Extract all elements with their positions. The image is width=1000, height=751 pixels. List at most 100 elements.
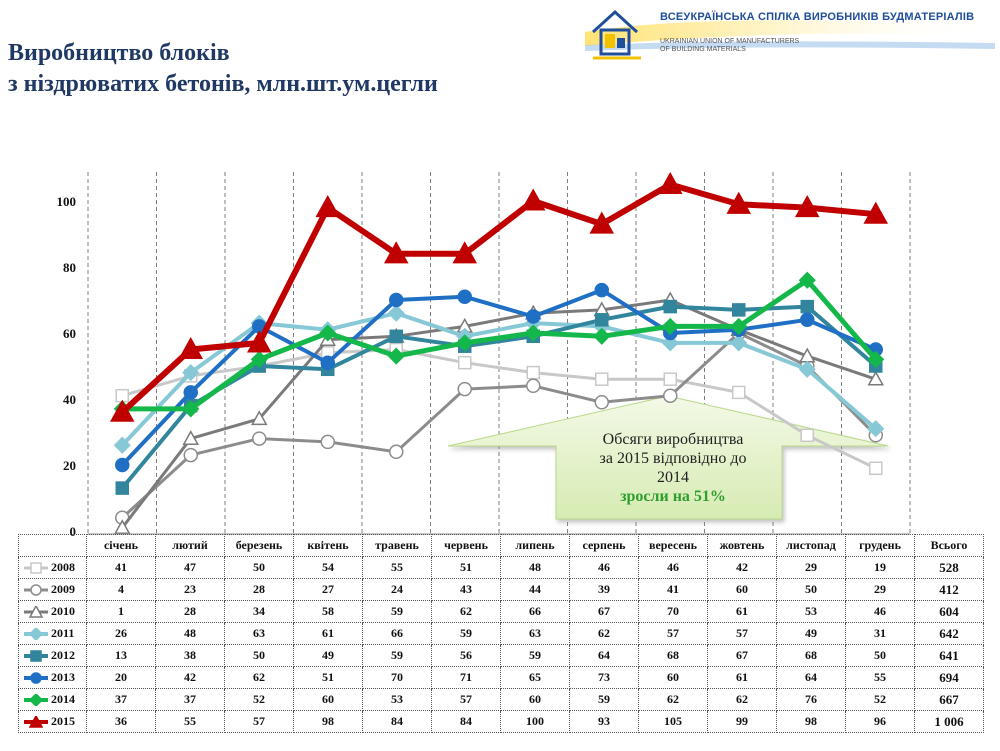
- data-point-2009: [526, 378, 541, 394]
- value-cell: 50: [224, 644, 294, 667]
- data-point-2012: [732, 303, 746, 317]
- legend-cell: 2012: [18, 644, 87, 667]
- data-point-2008: [732, 385, 746, 400]
- data-point-2013: [183, 385, 198, 400]
- data-point-2013: [115, 457, 130, 473]
- data-point-2008: [800, 428, 814, 443]
- value-cell: 4: [86, 578, 156, 601]
- series-line-2014: [122, 277, 878, 412]
- callout-line-1: Обсяги виробництва: [602, 431, 744, 448]
- data-point-2010: [113, 519, 131, 535]
- value-cell: 63: [500, 622, 570, 645]
- y-tick-label: 100: [57, 194, 77, 209]
- value-cell: 34: [224, 600, 294, 623]
- data-point-2008: [595, 372, 609, 386]
- value-cell: 68: [638, 644, 708, 667]
- data-point-2009: [320, 434, 335, 450]
- legend-swatch-2010: [24, 604, 48, 618]
- value-cell: 46: [569, 556, 639, 579]
- data-point-2014: [182, 400, 200, 418]
- total-cell: 528: [914, 556, 984, 579]
- value-cell: 53: [776, 600, 846, 623]
- value-cell: 41: [638, 578, 708, 601]
- logo-name-ua: ВСЕУКРАЇНСЬКА СПІЛКА ВИРОБНИКІВ БУДМАТЕР…: [660, 11, 975, 23]
- value-cell: 57: [431, 688, 501, 711]
- value-cell: 58: [293, 600, 363, 623]
- value-cell: 24: [362, 578, 432, 601]
- data-point-2009: [663, 388, 678, 403]
- legend-cell: 2009: [18, 578, 87, 601]
- data-point-2015: [383, 241, 409, 264]
- line-chart: 0 20 40 60 80 100: [57, 171, 911, 539]
- y-tick-label: 20: [63, 458, 76, 473]
- data-point-2015: [109, 399, 135, 422]
- data-point-2008: [458, 355, 472, 370]
- value-cell: 99: [707, 710, 777, 733]
- month-label: березень: [224, 534, 294, 557]
- data-point-2014: [456, 334, 474, 352]
- data-point-2013: [800, 312, 815, 328]
- value-cell: 67: [707, 644, 777, 667]
- value-cell: 59: [569, 688, 639, 711]
- series-name: 2013: [51, 670, 75, 684]
- series-name: 2008: [51, 560, 75, 574]
- value-cell: 60: [638, 666, 708, 689]
- value-cell: 54: [293, 556, 363, 579]
- data-point-2010: [182, 430, 200, 445]
- month-label: липень: [500, 534, 570, 557]
- legend-cell: 2008: [18, 556, 87, 579]
- value-cell: 98: [776, 710, 846, 733]
- value-cell: 42: [155, 666, 225, 689]
- value-cell: 36: [86, 710, 156, 733]
- legend-cell: 2013: [18, 666, 87, 689]
- data-point-2008: [869, 461, 883, 476]
- data-point-2015: [863, 201, 889, 224]
- value-cell: 63: [224, 622, 294, 645]
- legend-swatch-2008: [24, 562, 48, 574]
- data-point-2008: [663, 372, 677, 386]
- value-cell: 57: [707, 622, 777, 645]
- y-tick-label: 60: [63, 326, 76, 341]
- data-point-2010: [250, 410, 268, 426]
- total-cell: 694: [914, 666, 984, 689]
- month-label: січень: [86, 534, 156, 557]
- value-cell: 57: [638, 622, 708, 645]
- page-title: Виробництво блоків з ніздрюватих бетонів…: [8, 38, 438, 100]
- value-cell: 43: [431, 578, 501, 601]
- value-cell: 48: [500, 556, 570, 579]
- legend-swatch-2015: [24, 714, 48, 728]
- value-cell: 29: [776, 556, 846, 579]
- data-point-2013: [320, 355, 335, 370]
- union-logo: [584, 2, 996, 64]
- callout-highlight: зросли на 51%: [620, 488, 726, 505]
- value-cell: 62: [569, 622, 639, 645]
- value-cell: 38: [155, 644, 225, 667]
- value-cell: 1: [86, 600, 156, 623]
- value-cell: 84: [431, 710, 501, 733]
- data-point-2015: [726, 191, 752, 214]
- value-cell: 59: [500, 644, 570, 667]
- value-cell: 13: [86, 644, 156, 667]
- title-line-2: з ніздрюватих бетонів, млн.шт.ум.цегли: [8, 71, 438, 97]
- data-point-2009: [183, 447, 198, 463]
- total-cell: 604: [914, 600, 984, 623]
- value-cell: 44: [500, 578, 570, 601]
- series-2014: [113, 271, 885, 418]
- data-table: січень лютий березень квітень травень червень…: [18, 534, 984, 733]
- table-row: 2015 36 55 57 98 84 84 100 93 105 99 98 96 1 006: [18, 710, 984, 733]
- month-label: травень: [362, 534, 432, 557]
- value-cell: 31: [845, 622, 915, 645]
- data-point-2015: [315, 195, 341, 218]
- legend-swatch-2013: [24, 672, 48, 684]
- series-name: 2009: [51, 582, 75, 596]
- table-row: 2008 41 47 50 54 55 51 48 46 46 42 29 19 528: [18, 556, 984, 579]
- data-point-2014: [387, 347, 405, 365]
- series-name: 2014: [51, 692, 75, 706]
- series-line-2015: [120, 181, 877, 415]
- data-point-2014: [730, 317, 748, 335]
- callout-text: Обсяги виробництва за 2015 відповідно до…: [560, 430, 786, 506]
- value-cell: 28: [224, 578, 294, 601]
- month-label: вересень: [638, 534, 708, 557]
- data-point-2014: [867, 350, 885, 368]
- value-cell: 50: [224, 556, 294, 579]
